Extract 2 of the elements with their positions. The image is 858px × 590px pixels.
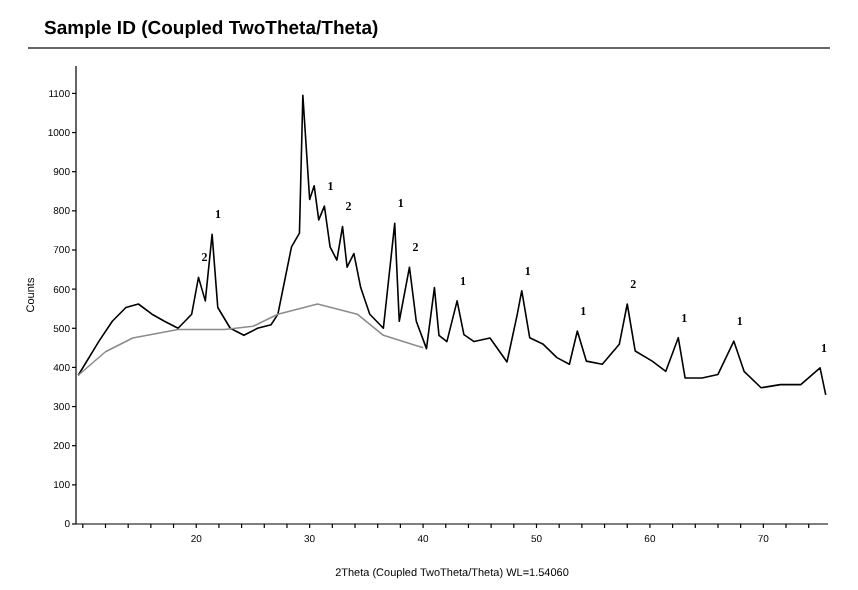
line-series [77, 303, 424, 377]
chart-title: Sample ID (Coupled TwoTheta/Theta) [44, 18, 379, 40]
